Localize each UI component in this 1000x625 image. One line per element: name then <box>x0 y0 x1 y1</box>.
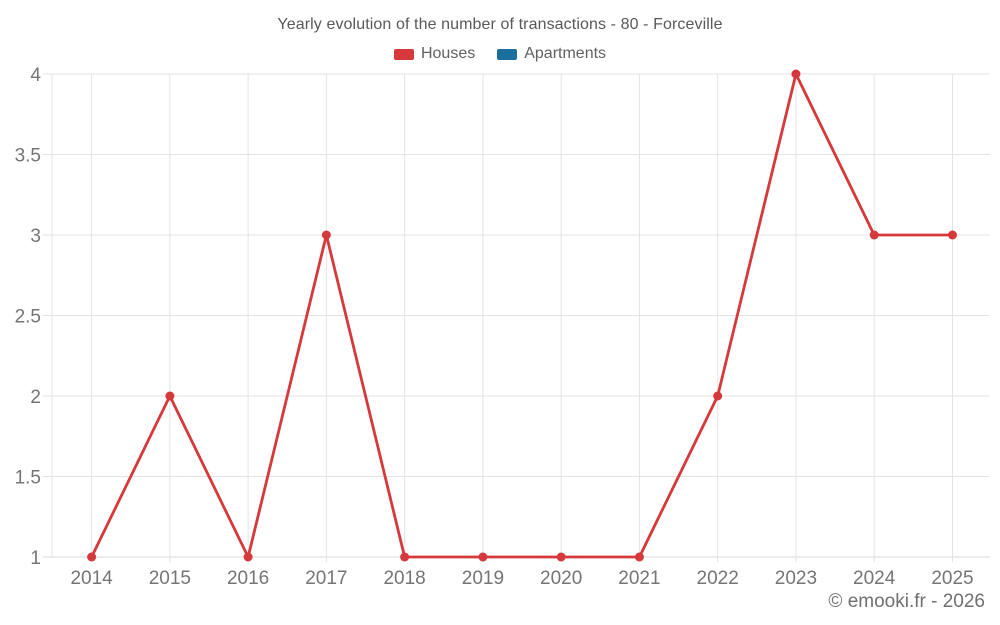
houses-data-point-2024[interactable] <box>869 230 879 240</box>
x-axis-tick-label: 2023 <box>775 568 817 589</box>
y-axis-tick-label: 2 <box>30 387 41 408</box>
houses-series-line <box>90 72 954 559</box>
houses-data-point-2020[interactable] <box>556 552 566 562</box>
y-axis-tick-label: 3 <box>30 226 41 247</box>
legend-item-houses[interactable]: Houses <box>393 45 476 63</box>
x-axis-tick-label: 2015 <box>149 568 191 589</box>
houses-legend-swatch <box>393 48 414 60</box>
chart-title: Yearly evolution of the number of transa… <box>277 16 723 33</box>
x-axis-tick-label: 2020 <box>540 568 582 589</box>
x-axis-tick-label: 2021 <box>618 568 660 589</box>
houses-data-point-2016[interactable] <box>243 552 253 562</box>
chart-legend: Houses Apartments <box>0 45 1000 63</box>
legend-item-apartments[interactable]: Apartments <box>497 45 606 63</box>
apartments-legend-label: Apartments <box>524 45 607 62</box>
x-axis-tick-label: 2019 <box>462 568 504 589</box>
houses-data-point-2023[interactable] <box>791 69 801 79</box>
houses-data-point-2014[interactable] <box>87 552 97 562</box>
x-axis-tick-label: 2025 <box>931 568 973 589</box>
houses-data-point-2022[interactable] <box>713 391 723 401</box>
y-axis-tick-label: 2.5 <box>15 306 41 327</box>
houses-data-point-2025[interactable] <box>947 230 957 240</box>
apartments-legend-swatch <box>497 48 518 60</box>
houses-data-point-2017[interactable] <box>321 230 331 240</box>
houses-data-point-2018[interactable] <box>400 552 410 562</box>
houses-legend-label: Houses <box>420 45 476 62</box>
y-axis-tick-label: 4 <box>30 65 41 86</box>
houses-data-point-2021[interactable] <box>634 552 644 562</box>
x-axis-tick-label: 2024 <box>853 568 896 589</box>
x-axis-tick-label: 2016 <box>227 568 269 589</box>
y-axis-tick-label: 1 <box>30 548 41 569</box>
x-axis-tick-label: 2014 <box>70 568 113 589</box>
x-axis-tick-label: 2018 <box>383 568 425 589</box>
copyright-watermark: © emooki.fr - 2026 <box>828 591 985 612</box>
x-axis-tick-label: 2022 <box>697 568 739 589</box>
houses-data-point-2015[interactable] <box>165 391 175 401</box>
houses-data-point-2019[interactable] <box>478 552 488 562</box>
x-axis-tick-label: 2017 <box>305 568 347 589</box>
y-axis-tick-label: 3.5 <box>15 145 41 166</box>
y-axis-tick-label: 1.5 <box>15 467 41 488</box>
